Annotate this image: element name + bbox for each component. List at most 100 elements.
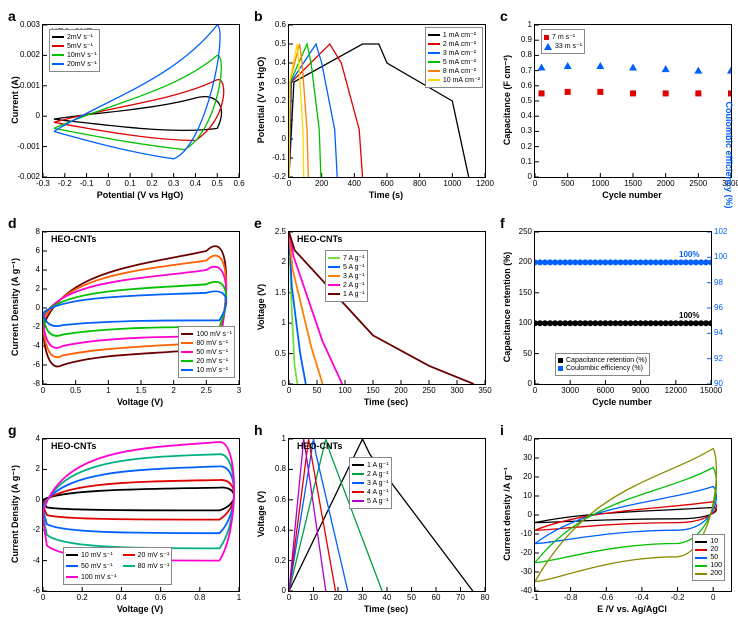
xtick: 250: [417, 386, 441, 395]
series-line: [43, 291, 226, 326]
legend-item: 100 mV s⁻¹: [181, 330, 232, 338]
legend-swatch: [123, 554, 135, 556]
panel-h: h0102030405060708000.20.40.60.81HEO-CNTs…: [246, 424, 492, 624]
series-label: HEO-CNTs: [51, 234, 96, 244]
ytick: 0: [528, 172, 532, 181]
ytick: 0: [282, 379, 286, 388]
ylabel: Current Density (A g⁻¹): [10, 231, 21, 383]
legend-item: 50 mV s⁻¹: [181, 348, 232, 356]
ytick: 0.002: [20, 50, 40, 59]
legend-item: 10 mV s⁻¹: [66, 551, 117, 559]
legend-item: 2 A g⁻¹: [328, 281, 365, 289]
legend-item: 4 A g⁻¹: [352, 488, 389, 496]
ylabel: Current Density (A g⁻¹): [10, 438, 21, 590]
scatter-point: [629, 64, 637, 71]
ytick: 10: [523, 491, 532, 500]
legend-text: 1 A g⁻¹: [343, 290, 365, 298]
legend-item: 20: [695, 546, 722, 553]
xtick: 50: [400, 593, 424, 602]
xtick: 0: [701, 593, 725, 602]
panel-label: g: [8, 422, 17, 438]
legend-item: 5 mA cm⁻²: [428, 58, 480, 66]
ytick: 1: [282, 318, 286, 327]
ytick-right: 98: [714, 278, 723, 287]
legend-item: 3 A g⁻¹: [352, 479, 389, 487]
legend-item: 10 mA cm⁻²: [428, 76, 480, 84]
ytick: 2: [282, 257, 286, 266]
legend-text: 20 mV s⁻¹: [196, 357, 228, 365]
legend-swatch: [428, 61, 440, 63]
ytick-right: 94: [714, 328, 723, 337]
series-line: [43, 480, 234, 520]
series-line: [535, 507, 716, 522]
series-line: [54, 80, 224, 141]
ytick: 0.6: [275, 20, 286, 29]
ytick: -0.002: [17, 172, 40, 181]
ytick: 20: [523, 472, 532, 481]
ytick: 4: [36, 265, 40, 274]
ytick: 0.001: [20, 81, 40, 90]
xtick: 2.5: [194, 386, 218, 395]
legend-text: 10mV s⁻¹: [67, 51, 97, 59]
xtick: 1: [96, 386, 120, 395]
ytick: -0.001: [17, 142, 40, 151]
xlabel: Cycle number: [534, 190, 730, 200]
series-line: [535, 449, 716, 582]
legend-text: 1 A g⁻¹: [367, 461, 389, 469]
xtick: 50: [305, 386, 329, 395]
panel-label: b: [254, 8, 263, 24]
xtick: 0.5: [64, 386, 88, 395]
legend-item: 5mV s⁻¹: [52, 42, 97, 50]
ytick: -30: [520, 567, 532, 576]
scatter-point: [596, 62, 604, 69]
legend-swatch: [328, 284, 340, 286]
legend-swatch: [352, 500, 364, 502]
xtick: 60: [424, 593, 448, 602]
ytick: 0.7: [521, 66, 532, 75]
ytick: 30: [523, 453, 532, 462]
legend-text: Capacitance retention (%): [566, 357, 647, 364]
xtick: 30: [351, 593, 375, 602]
legend-text: 3 A g⁻¹: [343, 272, 365, 280]
xtick: 300: [445, 386, 469, 395]
ytick-right: 90: [714, 379, 723, 388]
legend: 10 mV s⁻¹20 mV s⁻¹50 mV s⁻¹80 mV s⁻¹100 …: [63, 547, 172, 585]
panel-b: b020040060080010001200-0.2-0.100.10.20.3…: [246, 10, 492, 210]
legend-item: 1 A g⁻¹: [328, 290, 365, 298]
legend: 102050100200: [692, 534, 725, 581]
xtick: 2500: [686, 179, 710, 188]
legend-text: 2 A g⁻¹: [367, 470, 389, 478]
xtick: 2000: [654, 179, 678, 188]
xtick: 0.4: [183, 179, 207, 188]
legend-swatch: [52, 54, 64, 56]
panel-d: d00.511.522.53-8-6-4-202468HEO-CNTs100 m…: [0, 217, 246, 417]
ytick: -2: [33, 525, 40, 534]
xlabel: E /V vs. Ag/AgCl: [534, 604, 730, 614]
legend-item: Coulombic efficiency (%): [558, 365, 647, 372]
legend-text: 20: [710, 546, 718, 553]
series-line: [289, 44, 337, 177]
ytick: 1: [282, 434, 286, 443]
scatter-point: [727, 67, 731, 74]
legend: 7 m s⁻¹33 m s⁻¹: [541, 29, 585, 54]
legend-text: 33 m s⁻¹: [555, 42, 582, 50]
legend-item: 100 mV s⁻¹: [66, 573, 117, 581]
ytick: 0.5: [275, 39, 286, 48]
panel-e: e05010015020025030035000.511.522.5HEO-CN…: [246, 217, 492, 417]
legend-item: 33 m s⁻¹: [544, 42, 582, 50]
xlabel: Cycle number: [534, 397, 710, 407]
xtick: 70: [449, 593, 473, 602]
xlabel: Time (s): [288, 190, 484, 200]
legend-swatch: [181, 342, 193, 344]
panel-label: i: [500, 422, 504, 438]
legend-text: 7 A g⁻¹: [343, 254, 365, 262]
xtick: 40: [375, 593, 399, 602]
legend-swatch: [544, 43, 552, 50]
xtick: 20: [326, 593, 350, 602]
ytick: 2: [36, 284, 40, 293]
legend-text: 80 mV s⁻¹: [196, 339, 228, 347]
legend: 7 A g⁻¹5 A g⁻¹3 A g⁻¹2 A g⁻¹1 A g⁻¹: [325, 250, 368, 302]
panel-label: e: [254, 215, 262, 231]
scatter-point: [662, 65, 670, 72]
legend-item: 50 mV s⁻¹: [66, 562, 117, 570]
